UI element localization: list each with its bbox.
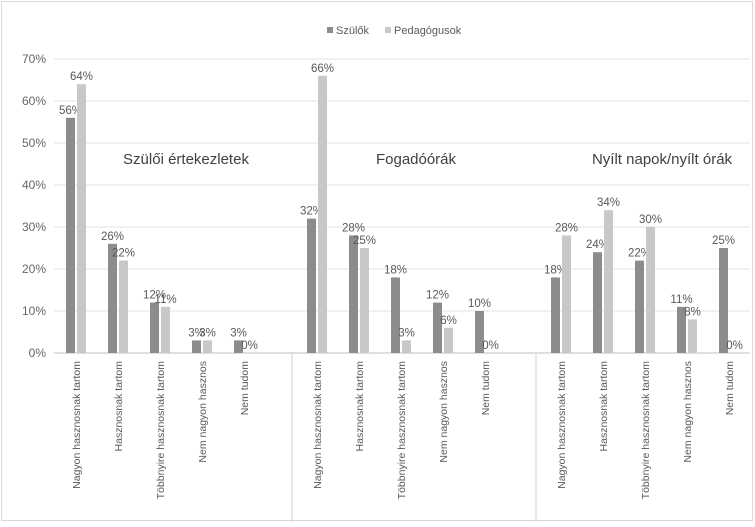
- category-label: Többnyire hasznosnak tartom: [640, 361, 652, 500]
- bar-szulok: [677, 306, 686, 353]
- y-tick-label: 30%: [22, 220, 46, 234]
- bar-pedagogusok: [360, 248, 369, 353]
- data-label: 11%: [670, 294, 692, 306]
- bar-szulok: [234, 340, 243, 353]
- bar-pedagogusok: [688, 319, 697, 353]
- category-label: Többnyire hasznosnak tartom: [396, 361, 408, 500]
- bar-szulok: [719, 248, 728, 353]
- legend-swatch: [385, 27, 391, 33]
- bar-szulok: [433, 302, 442, 353]
- data-label: 6%: [440, 315, 457, 327]
- data-label: 30%: [639, 214, 662, 226]
- category-label: Nagyon hasznosnak tartom: [312, 361, 324, 489]
- data-label: 3%: [188, 327, 205, 339]
- data-label: 22%: [112, 248, 135, 260]
- bar-szulok: [192, 340, 201, 353]
- bar-szulok: [635, 260, 644, 353]
- category-label: Nem nagyon hasznos: [438, 361, 450, 463]
- data-label: 22%: [628, 248, 651, 260]
- bar-szulok: [475, 311, 484, 353]
- bar-szulok: [66, 117, 75, 353]
- data-label: 18%: [384, 264, 407, 276]
- data-label: 18%: [544, 264, 567, 276]
- data-label: 11%: [154, 294, 176, 306]
- data-label: 26%: [101, 231, 124, 243]
- category-label: Nem tudom: [239, 361, 251, 416]
- legend-label: Szülők: [336, 25, 370, 37]
- bar-szulok: [391, 277, 400, 353]
- bar-szulok: [349, 235, 358, 353]
- bar-szulok: [307, 218, 316, 353]
- bar-pedagogusok: [562, 235, 571, 353]
- y-tick-label: 10%: [22, 304, 46, 318]
- data-label: 25%: [712, 235, 735, 247]
- category-label: Nem nagyon hasznos: [682, 361, 694, 463]
- data-label: 34%: [597, 197, 620, 209]
- data-label: 3%: [230, 327, 247, 339]
- category-label: Hasznosnak tartom: [598, 361, 610, 452]
- data-label: 10%: [468, 298, 491, 310]
- bar-szulok: [150, 302, 159, 353]
- data-label: 24%: [586, 239, 609, 251]
- data-label: 8%: [684, 306, 701, 318]
- data-label: 56%: [59, 105, 82, 117]
- y-tick-label: 50%: [22, 136, 46, 150]
- category-label: Hasznosnak tartom: [113, 361, 125, 452]
- data-label: 66%: [311, 63, 334, 75]
- y-tick-label: 70%: [22, 52, 46, 66]
- legend-label: Pedagógusok: [394, 25, 462, 37]
- legend-swatch: [327, 27, 333, 33]
- data-label: 32%: [300, 206, 323, 218]
- bar-szulok: [551, 277, 560, 353]
- y-tick-label: 0%: [29, 346, 47, 360]
- bar-pedagogusok: [402, 340, 411, 353]
- data-label: 0%: [726, 340, 743, 352]
- group-title: Nyílt napok/nyílt órák: [592, 151, 733, 168]
- category-label: Hasznosnak tartom: [354, 361, 366, 452]
- data-label: 0%: [482, 340, 499, 352]
- bar-pedagogusok: [161, 306, 170, 353]
- data-label: 3%: [199, 327, 216, 339]
- data-label: 3%: [398, 327, 415, 339]
- category-label: Nem tudom: [480, 361, 492, 416]
- y-tick-label: 20%: [22, 262, 46, 276]
- category-label: Nagyon hasznosnak tartom: [71, 361, 83, 489]
- bar-pedagogusok: [119, 260, 128, 353]
- data-label: 0%: [241, 340, 258, 352]
- group-title: Szülői értekezletek: [123, 151, 249, 168]
- group-title: Fogadóórák: [376, 151, 457, 168]
- category-label: Nem tudom: [724, 361, 736, 416]
- bar-pedagogusok: [77, 84, 86, 353]
- data-label: 12%: [143, 290, 166, 302]
- y-tick-label: 40%: [22, 178, 46, 192]
- bar-pedagogusok: [646, 227, 655, 353]
- data-label: 25%: [353, 235, 376, 247]
- bar-szulok: [593, 252, 602, 353]
- bar-pedagogusok: [604, 210, 613, 353]
- category-label: Nagyon hasznosnak tartom: [556, 361, 568, 489]
- data-label: 12%: [426, 290, 449, 302]
- data-label: 64%: [70, 71, 93, 83]
- category-label: Nem nagyon hasznos: [197, 361, 209, 463]
- y-tick-label: 60%: [22, 94, 46, 108]
- bar-pedagogusok: [203, 340, 212, 353]
- bar-pedagogusok: [444, 327, 453, 353]
- bar-szulok: [108, 243, 117, 353]
- data-label: 28%: [342, 222, 365, 234]
- category-label: Többnyire hasznosnak tartom: [155, 361, 167, 500]
- data-label: 28%: [555, 222, 578, 234]
- bar-pedagogusok: [318, 75, 327, 354]
